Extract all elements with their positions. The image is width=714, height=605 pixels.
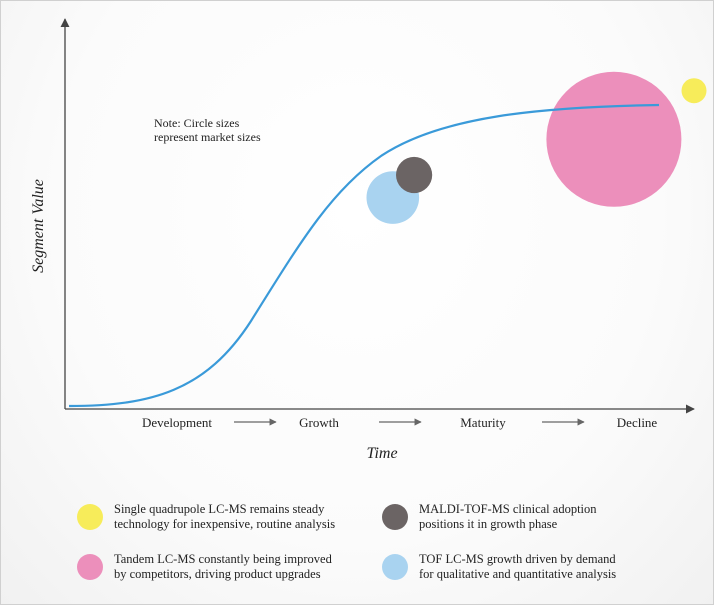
life-cycle-curve	[68, 103, 660, 408]
legend-text-tandem-2: by competitors, driving product upgrades	[114, 567, 321, 581]
legend-text-tof-1: TOF LC-MS growth driven by demand	[419, 552, 616, 566]
bubble-maldi-tof-ms	[396, 156, 433, 194]
stage-label-growth: Growth	[299, 415, 339, 430]
note-line-2: represent market sizes	[154, 130, 261, 144]
legend-text-maldi-2: positions it in growth phase	[419, 517, 558, 531]
legend-dot-single-quad	[77, 504, 103, 530]
legend-dot-tandem	[77, 554, 103, 580]
legend-dot-maldi	[382, 504, 408, 530]
stage-label-decline: Decline	[617, 415, 658, 430]
y-axis-label: Segment Value	[30, 179, 47, 273]
legend-text-tandem-1: Tandem LC-MS constantly being improved	[114, 552, 333, 566]
bubble-single-quadrupole-lc-ms	[681, 78, 707, 104]
legend-text-tof-2: for qualitative and quantitative analysi…	[419, 567, 616, 581]
legend-text-single-quad-1: Single quadrupole LC-MS remains steady	[114, 502, 325, 516]
legend-text-single-quad-2: technology for inexpensive, routine anal…	[114, 517, 335, 531]
note-line-1: Note: Circle sizes	[154, 116, 240, 130]
legend-dot-tof	[382, 554, 408, 580]
legend: Single quadrupole LC-MS remains steady t…	[77, 502, 616, 581]
stage-label-development: Development	[142, 415, 212, 430]
bubble-tandem-lc-ms	[546, 71, 682, 207]
x-axis-label: Time	[366, 445, 397, 462]
legend-text-maldi-1: MALDI-TOF-MS clinical adoption	[419, 502, 597, 516]
stage-label-maturity: Maturity	[460, 415, 506, 430]
